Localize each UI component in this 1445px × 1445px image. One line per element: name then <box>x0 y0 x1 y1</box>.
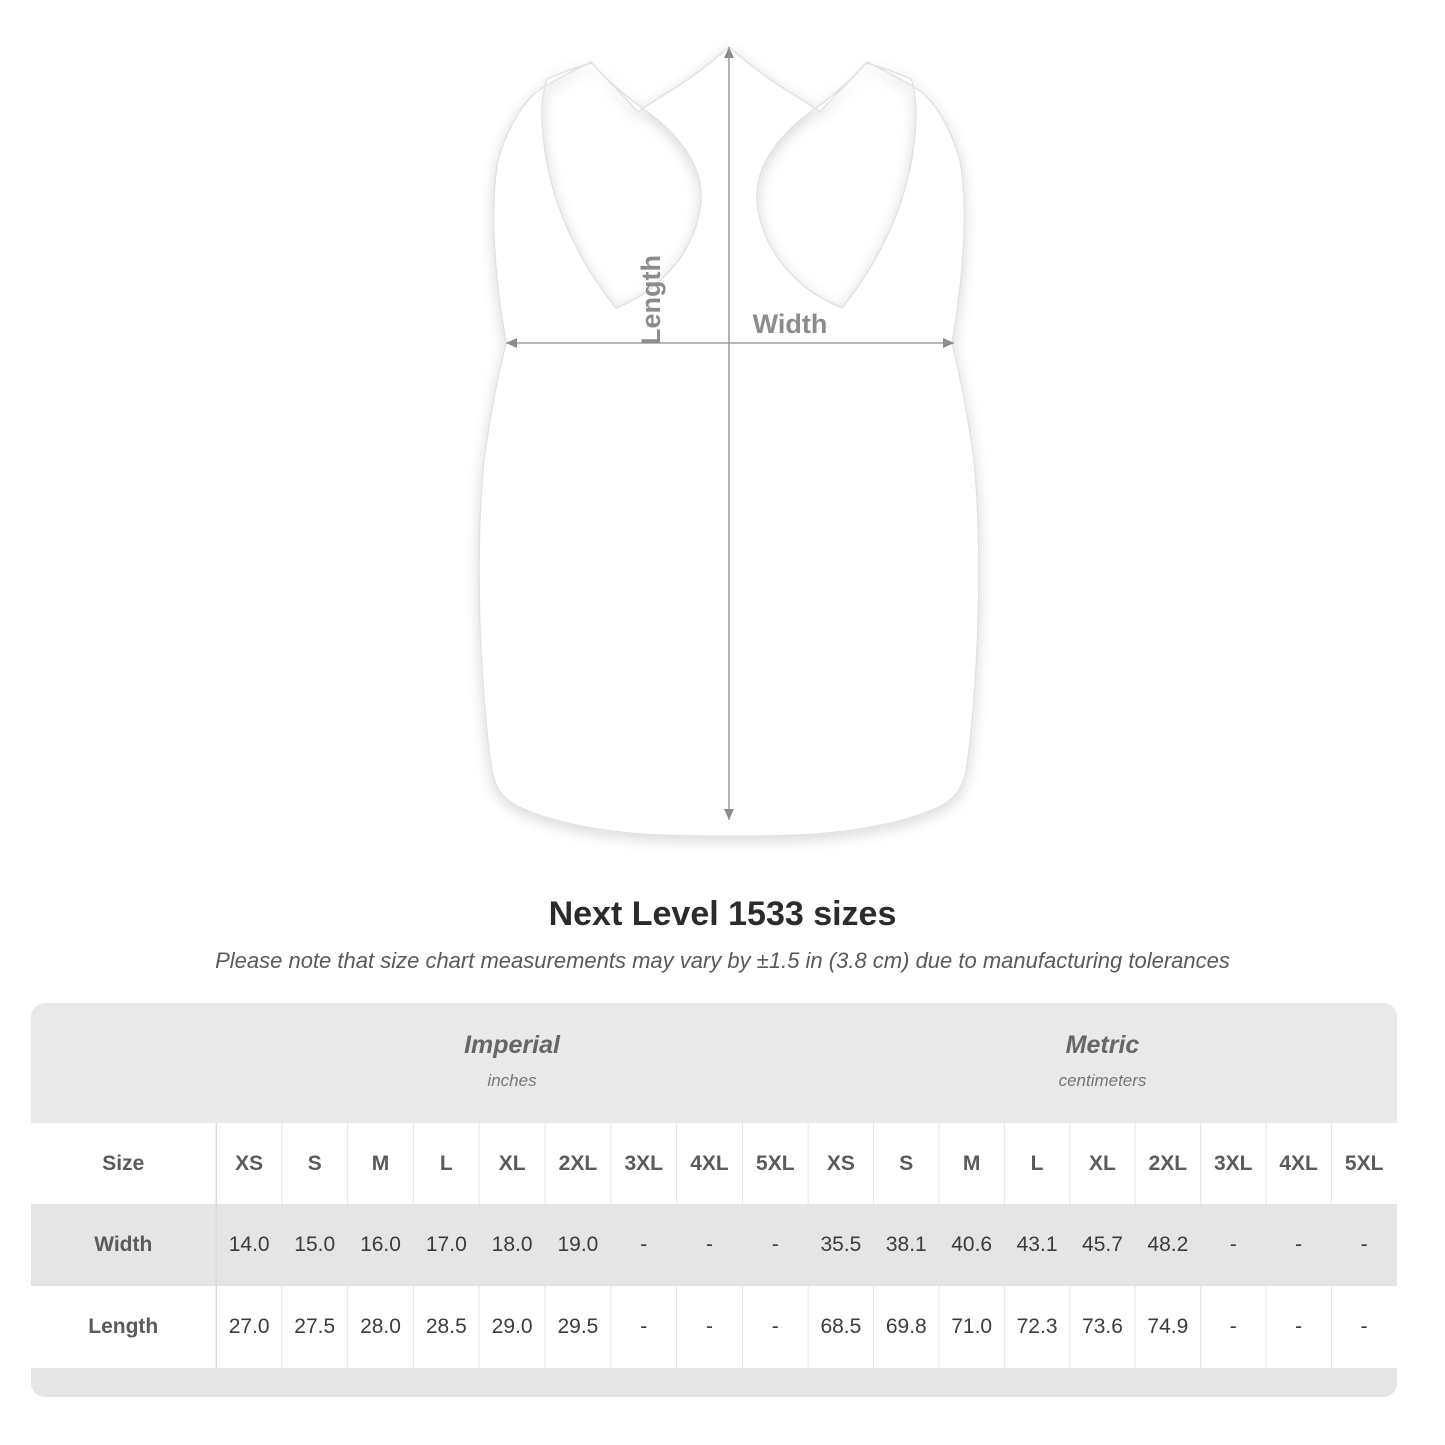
svg-text:Length: Length <box>636 255 666 345</box>
svg-text:Width: Width <box>753 309 828 339</box>
